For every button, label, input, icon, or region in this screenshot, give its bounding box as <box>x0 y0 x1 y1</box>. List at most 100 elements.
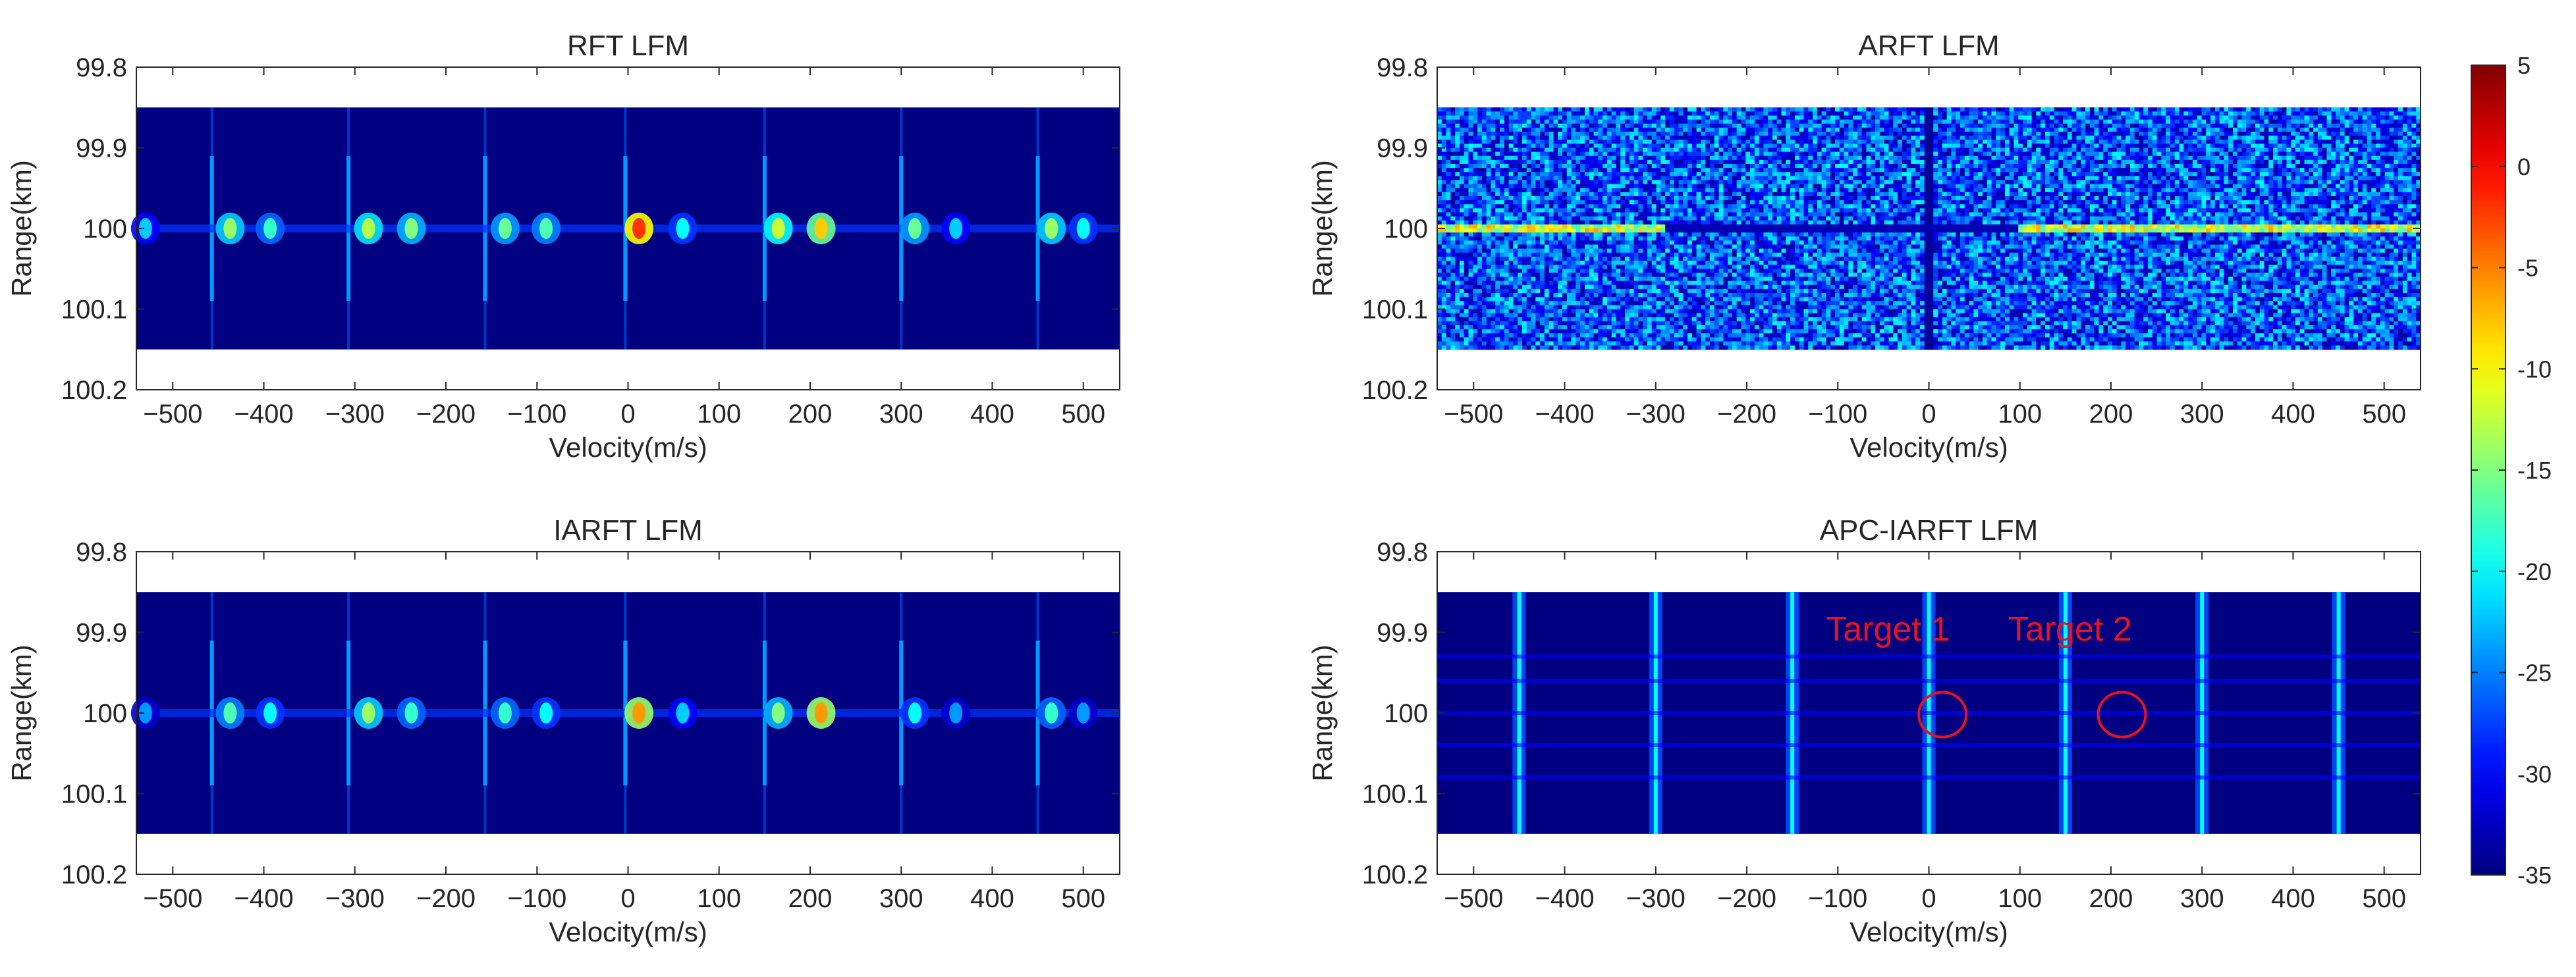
heatmap-cell <box>1603 208 1608 213</box>
heatmap-cell <box>1620 196 1626 201</box>
heatmap-cell <box>1521 337 1527 342</box>
heatmap-cell <box>1656 147 1661 153</box>
heatmap-cell <box>1620 216 1626 221</box>
heatmap-cell <box>1508 176 1514 181</box>
heatmap-cell <box>1576 252 1581 257</box>
heatmap-cell <box>1691 297 1697 302</box>
heatmap-cell <box>1500 216 1505 221</box>
heatmap-cell <box>1728 168 1733 172</box>
heatmap-cell <box>1508 277 1514 282</box>
heatmap-cell <box>1709 301 1715 305</box>
heatmap-cell <box>1718 288 1724 294</box>
heatmap-cell <box>1786 176 1791 181</box>
heatmap-cell <box>1651 147 1657 153</box>
heatmap-cell <box>1477 220 1483 225</box>
heatmap-cell <box>1562 317 1568 322</box>
heatmap-cell <box>1477 256 1483 261</box>
heatmap-cell <box>1768 196 1773 201</box>
heatmap-cell <box>1651 280 1657 286</box>
heatmap-cell <box>1459 329 1465 334</box>
heatmap-cell <box>1477 119 1483 124</box>
heatmap-cell <box>1687 176 1693 181</box>
heatmap-cell <box>1486 127 1492 132</box>
heatmap-cell <box>1745 176 1751 181</box>
heatmap-cell <box>1799 147 1805 153</box>
heatmap-cell <box>1553 155 1558 161</box>
heatmap-cell <box>1450 119 1456 124</box>
heatmap-cell <box>1535 333 1541 338</box>
heatmap-cell <box>1584 155 1590 161</box>
heatmap-cell <box>1598 127 1603 132</box>
heatmap-cell <box>1441 309 1447 314</box>
heatmap-cell <box>1468 240 1473 246</box>
heatmap-cell <box>1598 256 1603 261</box>
heatmap-cell <box>1705 341 1711 346</box>
heatmap-cell <box>1790 212 1795 217</box>
heatmap-cell <box>1464 345 1469 350</box>
heatmap-cell <box>1580 345 1585 350</box>
heatmap-cell <box>1464 256 1469 261</box>
heatmap-cell <box>1723 301 1728 305</box>
heatmap-cell <box>1548 151 1554 157</box>
heatmap-cell <box>1763 220 1768 225</box>
heatmap-cell <box>1669 341 1675 346</box>
y-axis-label: Range(km) <box>6 160 37 297</box>
heatmap-cell <box>1593 309 1599 314</box>
heatmap-cell <box>1593 151 1599 157</box>
heatmap-cell <box>1665 212 1670 217</box>
heatmap-cell <box>1606 288 1612 294</box>
heatmap-cell <box>1562 168 1568 172</box>
heatmap-cell <box>1709 236 1715 241</box>
heatmap-cell <box>1656 341 1661 346</box>
heatmap-cell <box>1580 216 1585 221</box>
heatmap-cell <box>1790 176 1795 181</box>
heatmap-cell <box>1616 115 1621 120</box>
heatmap-cell <box>1473 140 1478 144</box>
heatmap-cell <box>1763 216 1768 221</box>
heatmap-cell <box>1723 309 1728 314</box>
heatmap-cell <box>1603 333 1608 338</box>
heatmap-cell <box>1723 147 1728 153</box>
heatmap-cell <box>1781 155 1786 161</box>
heatmap-cell <box>1629 244 1635 250</box>
heatmap-cell <box>1750 305 1755 310</box>
heatmap-cell <box>1603 155 1608 161</box>
heatmap-cell <box>1736 180 1742 185</box>
heatmap-cell <box>1521 119 1527 124</box>
heatmap-cell <box>1701 220 1706 225</box>
heatmap-cell <box>1665 325 1670 330</box>
heatmap-cell <box>1772 144 1778 149</box>
heatmap-cell <box>1674 269 1680 273</box>
heatmap-cell <box>1553 216 1558 221</box>
heatmap-cell <box>1553 127 1558 132</box>
heatmap-cell <box>1723 159 1728 165</box>
heatmap-cell <box>1566 132 1572 136</box>
heatmap-cell <box>1683 333 1688 338</box>
heatmap-cell <box>1504 196 1510 201</box>
heatmap-cell <box>1455 305 1460 310</box>
heatmap-cell <box>1518 144 1523 149</box>
heatmap-cell <box>1540 269 1545 273</box>
heatmap-cell <box>1718 164 1724 169</box>
heatmap-cell <box>1584 224 1590 229</box>
heatmap-cell <box>1562 147 1568 153</box>
heatmap-cell <box>1633 200 1639 205</box>
heatmap-cell <box>1477 159 1483 165</box>
heatmap-cell <box>1799 119 1805 124</box>
heatmap-cell <box>1584 337 1590 342</box>
heatmap-cell <box>1603 220 1608 225</box>
heatmap-cell <box>1473 224 1478 229</box>
heatmap-cell <box>1495 204 1500 209</box>
heatmap-cell <box>1705 147 1711 153</box>
heatmap-cell <box>1683 280 1688 286</box>
heatmap-cell <box>1521 265 1527 269</box>
heatmap-cell <box>1763 317 1768 322</box>
heatmap-cell <box>1718 140 1724 144</box>
heatmap-cell <box>1691 305 1697 310</box>
heatmap-cell <box>1531 236 1536 241</box>
heatmap-cell <box>1544 168 1550 172</box>
heatmap-cell <box>1759 333 1765 338</box>
heatmap-cell <box>1643 228 1648 233</box>
heatmap-cell <box>1504 180 1510 185</box>
heatmap-cell <box>1553 180 1558 185</box>
